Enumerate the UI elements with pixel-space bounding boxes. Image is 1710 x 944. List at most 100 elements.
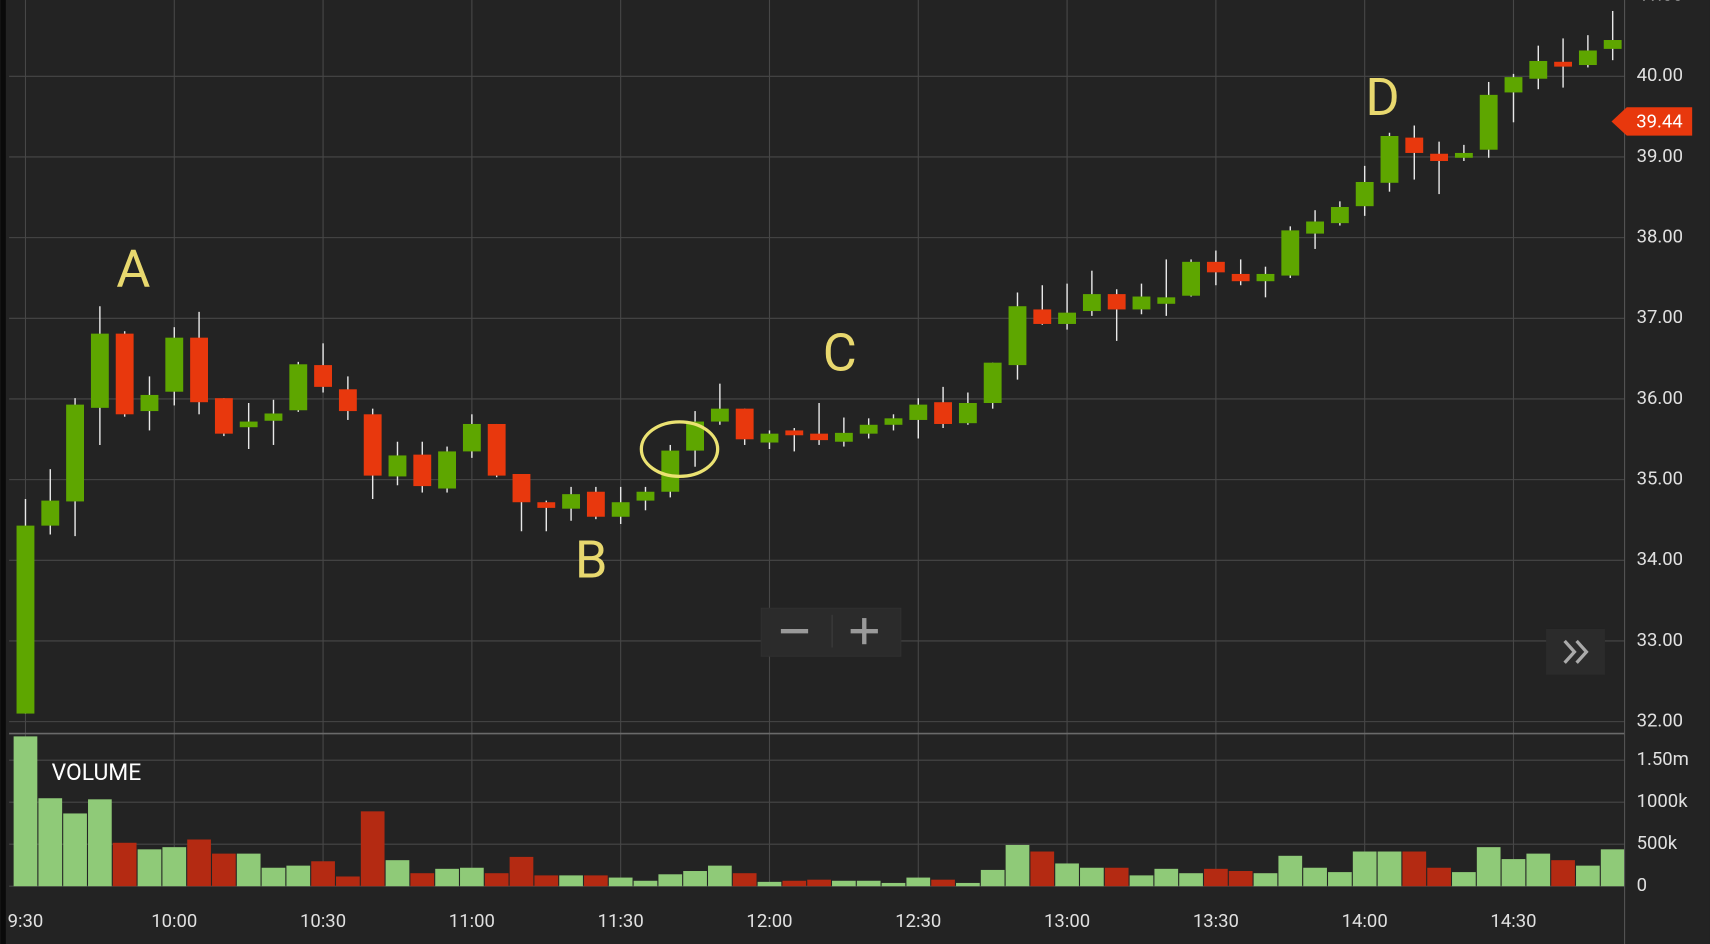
candle-body [512,473,531,503]
x-tick-label: 14:30 [1490,910,1536,932]
candle-body [785,430,804,436]
candle-body [16,525,35,714]
labels: 9:30 10:00 10:30 11:00 11:30 12:00 12:30 13:00 1… [8,0,1693,932]
y-tick-label: 33.00 [1637,629,1684,651]
volume-bar [1452,872,1476,887]
x-tick-label: 13:30 [1193,910,1239,932]
candle-body [1454,152,1473,158]
candle-body [462,423,481,452]
volume-bar [360,811,385,887]
volume-bar [683,871,707,887]
candle-body [710,408,729,422]
candle-body [190,337,209,403]
last-price-label: 39.44 [1636,110,1683,132]
volume-tick-label: 500k [1637,832,1678,854]
volume-bar [584,875,608,887]
candle-body [1405,137,1424,153]
candle-body [1132,296,1151,310]
candle-body [636,491,655,501]
candle-body [686,421,705,451]
candle-body [1256,273,1275,282]
candle-body [1603,40,1622,49]
candle-body [314,365,333,387]
volume-bar [212,853,236,887]
candle-body [810,433,829,441]
volume-bar [1303,867,1327,887]
zoom-in-button[interactable] [850,618,878,645]
x-tick-label: 11:30 [598,910,644,932]
candle-body [140,394,159,412]
volume-bar [832,880,856,887]
candle-body [1306,221,1325,234]
volume-bar [757,881,782,887]
volume-bar [1278,855,1303,887]
volume-bar [1402,851,1427,887]
volume-tick-label: 0 [1637,874,1647,896]
candle-body [363,414,382,476]
candle-body [1355,181,1374,207]
volume-bar [38,798,63,887]
candle-body [264,413,283,421]
candle-body [239,421,258,428]
volume-bar [1080,867,1104,887]
volume-title: VOLUME [52,759,142,786]
candle-body [958,403,977,424]
y-tick-label: 36.00 [1637,387,1684,409]
candle-body [1504,77,1523,93]
candle-body [537,502,556,508]
volume-bar [1055,863,1079,887]
candle-body [1082,294,1101,312]
y-tick-label: 41.00 [1637,0,1684,6]
candle-body [1430,153,1449,162]
volume-bar [311,861,335,887]
candle-body [214,398,233,434]
volume-bar [410,873,435,887]
candle-body [983,362,1002,404]
volume-bar [931,879,955,887]
zoom-control [760,607,902,657]
last-price-tag [1611,107,1693,136]
candle-body [487,423,506,476]
volume-bar [88,799,112,887]
volume-bar [1427,867,1451,887]
volume-bar [236,853,261,887]
volume-bar [1104,867,1129,887]
annotation-label: A [116,237,150,299]
x-tick-label: 14:00 [1342,910,1388,932]
volume-bar [881,882,906,887]
volume-bar [13,736,38,887]
volume-bar [1030,851,1055,887]
annotation-label: B [575,528,608,590]
volume-bar [460,867,484,887]
candle-body [90,333,109,408]
y-tick-label: 34.00 [1637,548,1684,570]
volume-bar [137,849,162,887]
volume-bar [484,873,509,887]
y-tick-label: 40.00 [1637,64,1684,86]
candle-body [115,333,134,415]
volume-bar [509,856,534,887]
volume-bar [1005,844,1030,887]
x-tick-label: 12:30 [895,910,941,932]
volume-bar [1551,860,1575,887]
marks [13,10,1625,887]
chevrons-icon [1563,639,1589,664]
volume-bar [112,842,137,887]
candle-body [66,404,85,502]
candle-body [338,389,357,412]
scroll-right-button[interactable] [1546,628,1605,675]
volume-bar [1253,873,1278,887]
volume-tick-label: 1.50m [1637,748,1689,770]
candle-body [760,433,779,443]
candle-body [1529,60,1548,79]
x-tick-label: 10:00 [151,910,197,932]
volume-bar [1129,875,1154,887]
y-tick-label: 32.00 [1637,710,1684,732]
annotation-label: C [823,321,857,383]
volume-bar [162,847,187,887]
highlight-circle [639,420,720,478]
candle-body [1281,230,1300,276]
candle-body [834,432,853,442]
y-tick-label: 39.00 [1637,145,1684,167]
